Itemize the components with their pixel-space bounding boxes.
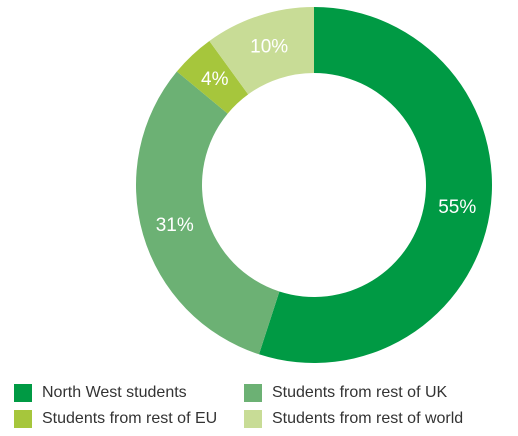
legend-item-rest-of-eu: Students from rest of EU — [14, 408, 217, 430]
legend-label-rest-of-uk: Students from rest of UK — [272, 384, 448, 401]
donut-chart: 55% 31% 4% 10% — [135, 7, 493, 363]
chart-legend: North West students Students from rest o… — [14, 382, 514, 432]
slice-north-west — [258, 7, 493, 363]
legend-swatch-rest-of-uk — [244, 384, 262, 402]
slice-label-rest-of-world: 10% — [250, 37, 288, 58]
slice-rest-of-eu — [176, 40, 249, 114]
slice-rest-of-uk — [135, 71, 280, 355]
legend-label-rest-of-eu: Students from rest of EU — [42, 410, 218, 427]
legend-item-north-west: North West students — [14, 382, 187, 404]
legend-label-rest-of-world: Students from rest of world — [272, 410, 464, 427]
legend-swatch-rest-of-eu — [14, 410, 32, 428]
legend-item-rest-of-world: Students from rest of world — [244, 408, 463, 430]
legend-label-north-west: North West students — [42, 384, 187, 401]
slice-label-rest-of-uk: 31% — [156, 215, 194, 236]
legend-swatch-north-west — [14, 384, 32, 402]
legend-item-rest-of-uk: Students from rest of UK — [244, 382, 447, 404]
legend-swatch-rest-of-world — [244, 410, 262, 428]
slice-rest-of-world — [209, 7, 314, 95]
slice-label-rest-of-eu: 4% — [201, 69, 229, 90]
slice-label-north-west: 55% — [438, 197, 476, 218]
